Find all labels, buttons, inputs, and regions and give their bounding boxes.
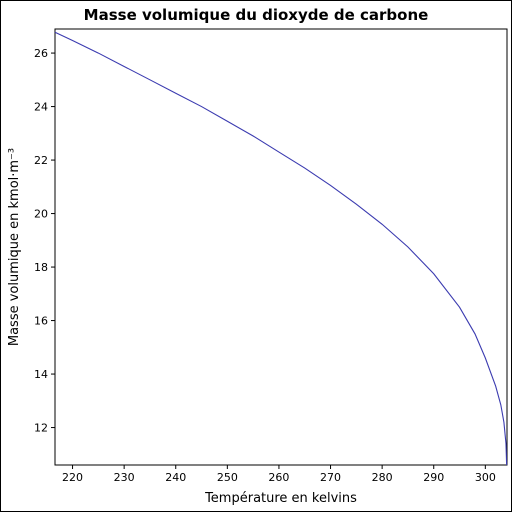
x-tick-label: 240: [165, 471, 186, 484]
plot-area: [54, 28, 508, 466]
y-tick-label: 14: [34, 368, 48, 381]
x-tick-label: 230: [114, 471, 135, 484]
x-axis-label: Température en kelvins: [204, 491, 357, 506]
y-tick-label: 16: [34, 315, 48, 328]
y-tick-label: 22: [34, 154, 48, 167]
y-tick-label: 20: [34, 208, 48, 221]
x-tick-label: 270: [320, 471, 341, 484]
x-tick-label: 300: [475, 471, 496, 484]
x-axis: 220 230 240 250 260 270 280 290 300: [62, 465, 496, 484]
y-axis-label: Masse volumique en kmol·m⁻³: [7, 148, 22, 346]
x-tick-label: 260: [268, 471, 289, 484]
x-tick-label: 290: [423, 471, 444, 484]
density-curve: [54, 31, 508, 466]
x-tick-label: 250: [217, 471, 238, 484]
y-tick-label: 26: [34, 47, 48, 60]
y-tick-label: 24: [34, 101, 48, 114]
y-tick-label: 18: [34, 261, 48, 274]
x-tick-label: 280: [372, 471, 393, 484]
x-tick-label: 220: [62, 471, 83, 484]
y-axis: 12 14 16 18 20 22 24 26: [34, 47, 55, 435]
y-tick-label: 12: [34, 422, 48, 435]
chart-title: Masse volumique du dioxyde de carbone: [84, 6, 429, 24]
